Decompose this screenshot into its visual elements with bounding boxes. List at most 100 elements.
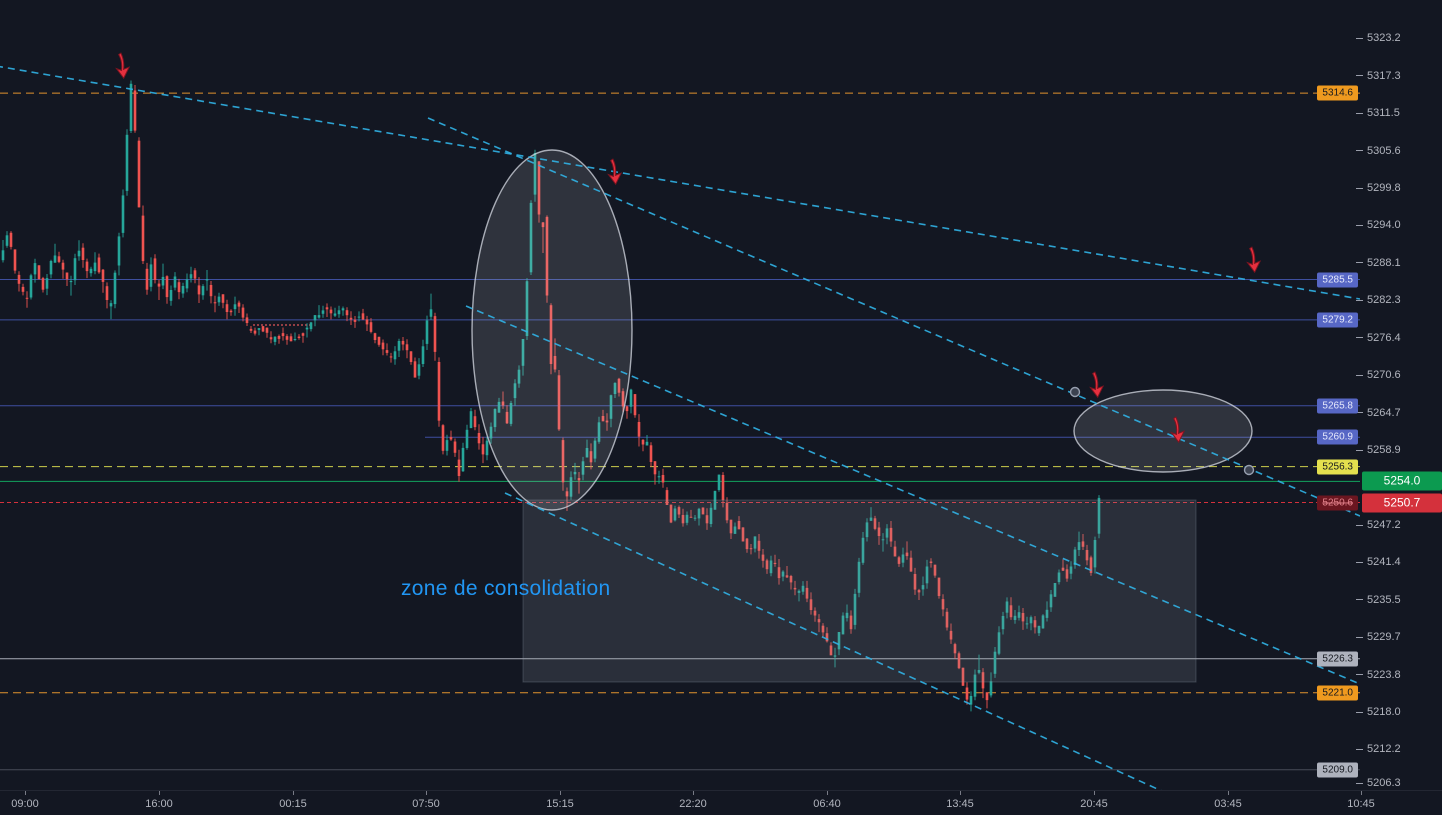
candle-up bbox=[645, 441, 649, 446]
candle-down bbox=[621, 391, 625, 407]
price-tag-5260.9[interactable]: 5260.9 bbox=[1317, 429, 1358, 445]
candle-up bbox=[493, 409, 497, 428]
candle-down bbox=[449, 437, 453, 440]
anchor-point[interactable] bbox=[1069, 386, 1081, 398]
trend-line-4[interactable] bbox=[504, 492, 1164, 792]
candle-down bbox=[701, 507, 705, 515]
candle-down bbox=[649, 445, 653, 462]
time-axis-label: 13:45 bbox=[946, 798, 974, 810]
candle-down bbox=[537, 161, 541, 215]
candle-up bbox=[489, 426, 493, 439]
consolidation-zone-rect[interactable] bbox=[522, 499, 1197, 683]
candle-up bbox=[73, 258, 77, 281]
candle-up bbox=[5, 235, 9, 246]
candle-down bbox=[261, 326, 265, 332]
candle-down bbox=[653, 461, 657, 475]
candle-up bbox=[337, 310, 341, 315]
candle-down bbox=[785, 575, 789, 578]
candle-up bbox=[841, 615, 845, 635]
candle-up bbox=[769, 560, 773, 574]
price-tag-5209.0[interactable]: 5209.0 bbox=[1317, 762, 1358, 778]
candle-down bbox=[877, 527, 881, 536]
candle-down bbox=[589, 451, 593, 463]
candle-down bbox=[749, 548, 753, 550]
candle-up bbox=[593, 440, 597, 459]
candle-up bbox=[597, 422, 601, 442]
candle-up bbox=[181, 286, 185, 294]
price-tag-5226.3[interactable]: 5226.3 bbox=[1317, 651, 1358, 667]
candle-up bbox=[1, 250, 5, 261]
candle-up bbox=[1073, 549, 1077, 565]
candle-down bbox=[285, 336, 289, 340]
candle-down bbox=[941, 599, 945, 610]
candle-down bbox=[965, 687, 969, 700]
candle-up bbox=[293, 339, 297, 340]
trend-line-2[interactable] bbox=[427, 117, 1360, 517]
price-tag-5254.0[interactable]: 5254.0 bbox=[1362, 471, 1442, 491]
trend-line-1[interactable] bbox=[0, 65, 1360, 300]
candle-down bbox=[237, 302, 241, 307]
candle-up bbox=[753, 536, 757, 549]
price-tag-5279.2[interactable]: 5279.2 bbox=[1317, 312, 1358, 328]
candle-down bbox=[945, 611, 949, 628]
candle-down bbox=[949, 630, 953, 640]
candle-up bbox=[513, 383, 517, 399]
zone-label[interactable]: zone de consolidation bbox=[401, 577, 611, 600]
candle-up bbox=[1025, 623, 1029, 625]
candle-up bbox=[517, 369, 521, 384]
candle-down bbox=[553, 356, 557, 370]
candle-up bbox=[585, 448, 589, 458]
candle-down bbox=[401, 340, 405, 345]
down-arrow-marker[interactable] bbox=[1090, 371, 1104, 398]
candle-down bbox=[813, 610, 817, 616]
candle-up bbox=[113, 272, 117, 305]
candle-up bbox=[121, 195, 125, 233]
candle-up bbox=[509, 403, 513, 424]
candle-up bbox=[333, 313, 337, 316]
highlight-ellipse-1[interactable] bbox=[471, 149, 633, 511]
price-tag-5314.6[interactable]: 5314.6 bbox=[1317, 85, 1358, 101]
candle-down bbox=[893, 546, 897, 557]
candle-up bbox=[125, 134, 129, 191]
candle-down bbox=[681, 515, 685, 524]
candle-down bbox=[577, 478, 581, 481]
candle-down bbox=[37, 265, 41, 280]
candle-up bbox=[1049, 594, 1053, 608]
candle-up bbox=[169, 290, 173, 301]
candle-up bbox=[837, 632, 841, 650]
candle-up bbox=[869, 517, 873, 521]
down-arrow-marker[interactable] bbox=[1247, 246, 1261, 273]
candle-down bbox=[817, 619, 821, 623]
candle-up bbox=[49, 261, 53, 275]
candle-up bbox=[861, 537, 865, 563]
candle-down bbox=[1021, 613, 1025, 622]
anchor-point[interactable] bbox=[1243, 464, 1255, 476]
candle-up bbox=[629, 389, 633, 407]
candle-down bbox=[917, 590, 921, 593]
candle-up bbox=[609, 395, 613, 419]
candle-down bbox=[505, 411, 509, 424]
down-arrow-marker[interactable] bbox=[608, 158, 622, 185]
time-axis[interactable]: 09:00 16:00 00:15 07:50 15:15 22:20 06:40 13:45… bbox=[0, 790, 1442, 815]
price-tag-5221.0[interactable]: 5221.0 bbox=[1317, 685, 1358, 701]
candle-up bbox=[1053, 583, 1057, 597]
price-tag-5265.8[interactable]: 5265.8 bbox=[1317, 398, 1358, 414]
candle-up bbox=[1093, 540, 1097, 568]
candle-up bbox=[189, 274, 193, 279]
candle-down bbox=[377, 336, 381, 345]
price-tag-5285.5[interactable]: 5285.5 bbox=[1317, 272, 1358, 288]
price-tag-5256.3[interactable]: 5256.3 bbox=[1317, 459, 1358, 475]
candle-up bbox=[313, 315, 317, 321]
candle-up bbox=[233, 304, 237, 310]
price-tag-5250.7[interactable]: 5250.7 bbox=[1362, 493, 1442, 512]
trend-line-3[interactable] bbox=[465, 305, 1360, 685]
candle-down bbox=[389, 356, 393, 358]
plot-root bbox=[0, 52, 1360, 792]
price-tag-struck-5250.6[interactable]: 5250.6 bbox=[1317, 495, 1358, 510]
down-arrow-marker[interactable] bbox=[116, 52, 130, 79]
highlight-ellipse-2[interactable] bbox=[1073, 389, 1253, 473]
candle-up bbox=[273, 336, 277, 342]
candle-down bbox=[17, 274, 21, 284]
candle-up bbox=[445, 440, 449, 451]
